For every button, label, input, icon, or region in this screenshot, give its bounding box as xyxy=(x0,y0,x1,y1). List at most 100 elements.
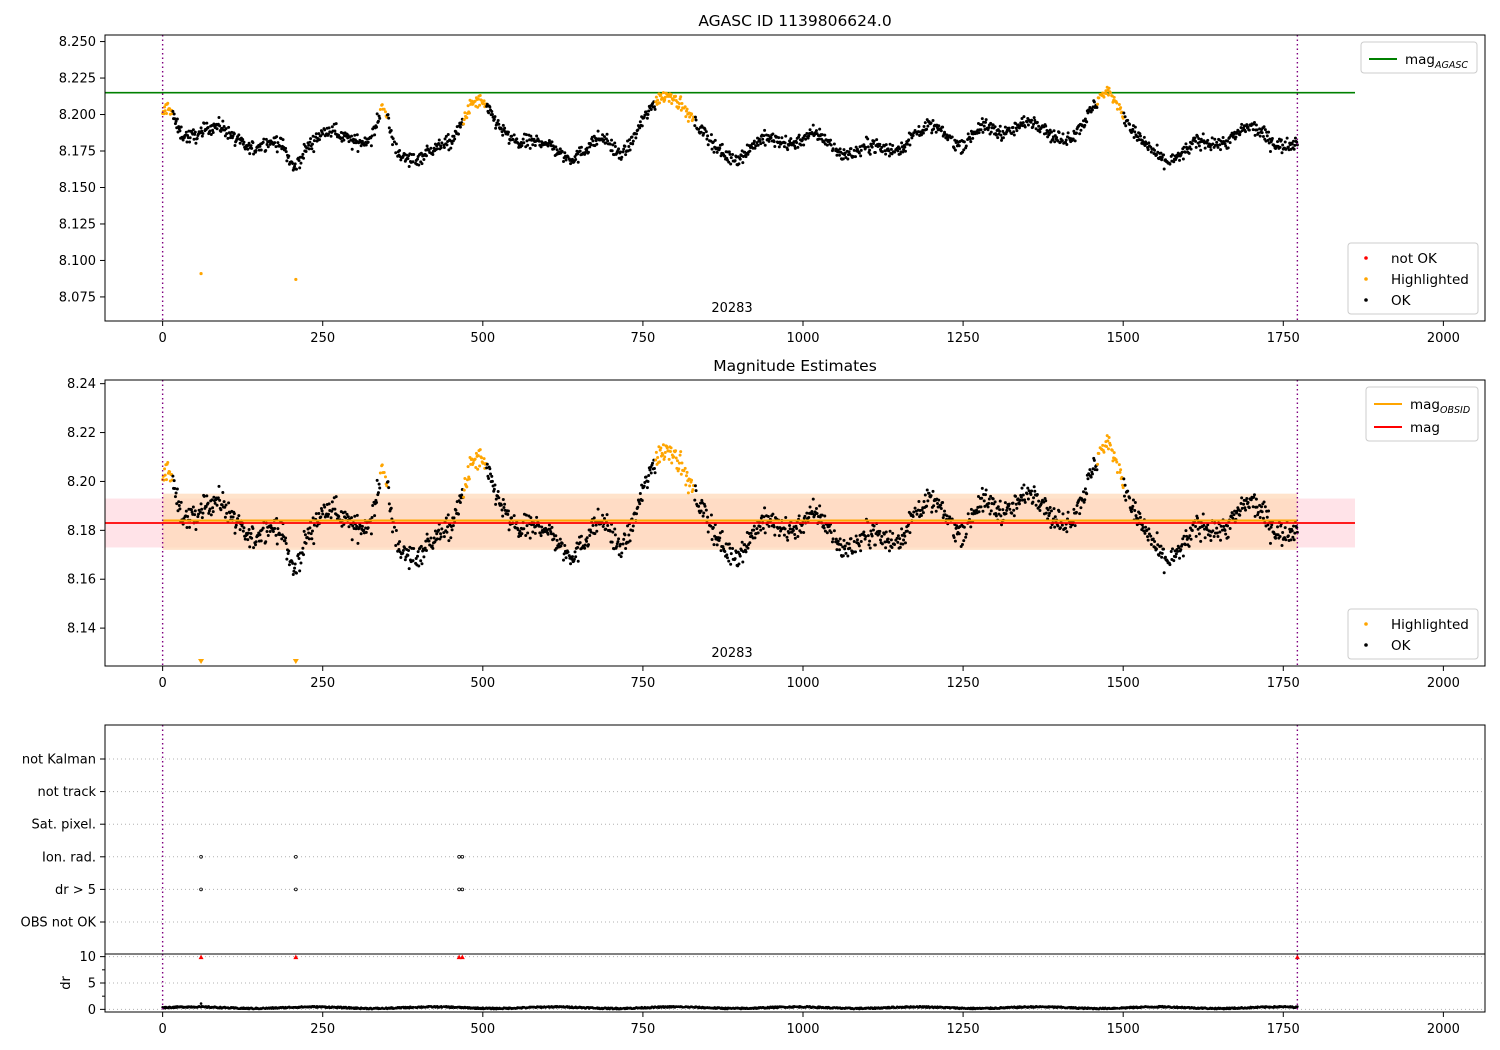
top-point-1554 xyxy=(1211,142,1215,146)
middle-point-1597 xyxy=(1240,506,1244,510)
middle-point-613 xyxy=(576,545,580,549)
top-point-892 xyxy=(762,134,766,138)
top-point-665 xyxy=(610,149,614,153)
middle-point-1332 xyxy=(1060,523,1064,527)
middle-point-864 xyxy=(744,550,748,554)
middle-point-1357 xyxy=(1078,512,1082,516)
top-point-1567 xyxy=(1221,135,1225,139)
middle-point-1092 xyxy=(898,545,902,549)
top-point-1512 xyxy=(1183,150,1187,154)
middle-point-24 xyxy=(176,509,180,513)
top-point-1332 xyxy=(1060,139,1064,143)
middle-point-1456 xyxy=(1146,535,1150,539)
middle-point-484 xyxy=(489,472,493,476)
middle-point-1507 xyxy=(1180,543,1184,547)
middle-point-538 xyxy=(524,513,528,517)
middle-point-520 xyxy=(512,514,516,518)
middle-point-416 xyxy=(445,530,449,534)
middle-point-1498 xyxy=(1174,552,1178,556)
top-point-1597 xyxy=(1240,129,1244,133)
middle-point-586 xyxy=(557,542,561,546)
top-point-799 xyxy=(699,130,703,134)
middle-point-852 xyxy=(736,550,740,554)
middle-point-688 xyxy=(626,524,630,528)
middle-point-589 xyxy=(559,544,563,548)
top-point-323 xyxy=(378,116,382,120)
middle-point-692 xyxy=(628,539,632,543)
middle-point-1285 xyxy=(1029,492,1033,496)
top-point-979 xyxy=(820,133,824,137)
top-xtick-label-7: 1750 xyxy=(1267,331,1300,346)
flag-point-4-1 xyxy=(294,887,298,892)
middle-point-1469 xyxy=(1154,547,1158,551)
top-point-1428 xyxy=(1128,122,1132,126)
top-point-1076 xyxy=(887,149,891,153)
top-point-139 xyxy=(252,152,256,156)
middle-point-221 xyxy=(307,537,311,541)
middle-point-155 xyxy=(264,540,268,544)
middle-point-338 xyxy=(389,506,393,510)
middle-clipped-marker-1 xyxy=(292,659,299,664)
top-point-387 xyxy=(424,154,428,158)
middle-point-470 xyxy=(480,456,484,460)
top-legend-lines-label-sub-0: AGASC xyxy=(1434,60,1468,71)
top-point-418 xyxy=(446,132,450,136)
middle-point-1277 xyxy=(1023,498,1027,502)
middle-point-1212 xyxy=(980,486,984,490)
top-xtick-label-2: 500 xyxy=(470,331,495,346)
middle-point-1478 xyxy=(1160,551,1164,555)
top-point-1017 xyxy=(847,150,851,154)
top-point-535 xyxy=(522,141,526,145)
top-point-1426 xyxy=(1126,118,1130,122)
middle-point-493 xyxy=(494,497,498,501)
top-point-1307 xyxy=(1044,124,1048,128)
top-point-1366 xyxy=(1083,117,1087,121)
middle-point-393 xyxy=(429,536,433,540)
middle-point-719 xyxy=(645,486,649,490)
top-point-1126 xyxy=(922,124,926,128)
middle-point-743 xyxy=(661,453,665,457)
middle-point-1370 xyxy=(1086,477,1090,481)
top-point-1194 xyxy=(969,140,973,144)
middle-point-907 xyxy=(772,525,776,529)
top-point-1077 xyxy=(887,154,891,158)
top-point-685 xyxy=(624,153,628,157)
top-point-1067 xyxy=(880,150,884,154)
top-point-1025 xyxy=(852,148,856,152)
middle-point-38 xyxy=(185,525,189,529)
middle-point-790 xyxy=(693,498,697,502)
top-point-328 xyxy=(382,107,386,111)
middle-legend-markers-label-0: Highlighted xyxy=(1391,617,1469,633)
top-point-29 xyxy=(179,125,183,129)
top-point-894 xyxy=(763,143,767,147)
top-point-1560 xyxy=(1216,145,1220,149)
top-point-1574 xyxy=(1226,139,1230,143)
middle-point-1081 xyxy=(890,545,894,549)
middle-point-547 xyxy=(531,530,535,534)
middle-point-970 xyxy=(814,506,818,510)
top-point-21 xyxy=(174,119,178,123)
top-point-1365 xyxy=(1083,123,1087,127)
middle-point-662 xyxy=(608,529,612,533)
middle-point-1020 xyxy=(849,537,853,541)
middle-point-1359 xyxy=(1079,506,1083,510)
top-legend-markers-marker-0 xyxy=(1364,256,1368,260)
top-point-1553 xyxy=(1210,136,1214,140)
middle-point-186 xyxy=(284,536,288,540)
middle-point-1663 xyxy=(1284,538,1288,542)
top-point-818 xyxy=(713,138,717,142)
top-point-692 xyxy=(628,148,632,152)
middle-point-1434 xyxy=(1131,498,1135,502)
middle-point-1657 xyxy=(1280,544,1284,548)
top-point-702 xyxy=(635,132,639,136)
top-point-1094 xyxy=(900,141,904,145)
top-point-212 xyxy=(302,156,306,160)
middle-point-766 xyxy=(675,459,679,463)
middle-point-1340 xyxy=(1066,510,1070,514)
top-point-504 xyxy=(501,123,505,127)
middle-point-755 xyxy=(668,450,672,454)
middle-point-132 xyxy=(247,528,251,532)
top-point-78 xyxy=(211,131,215,135)
top-point-1197 xyxy=(971,136,975,140)
top-point-1350 xyxy=(1073,139,1077,143)
